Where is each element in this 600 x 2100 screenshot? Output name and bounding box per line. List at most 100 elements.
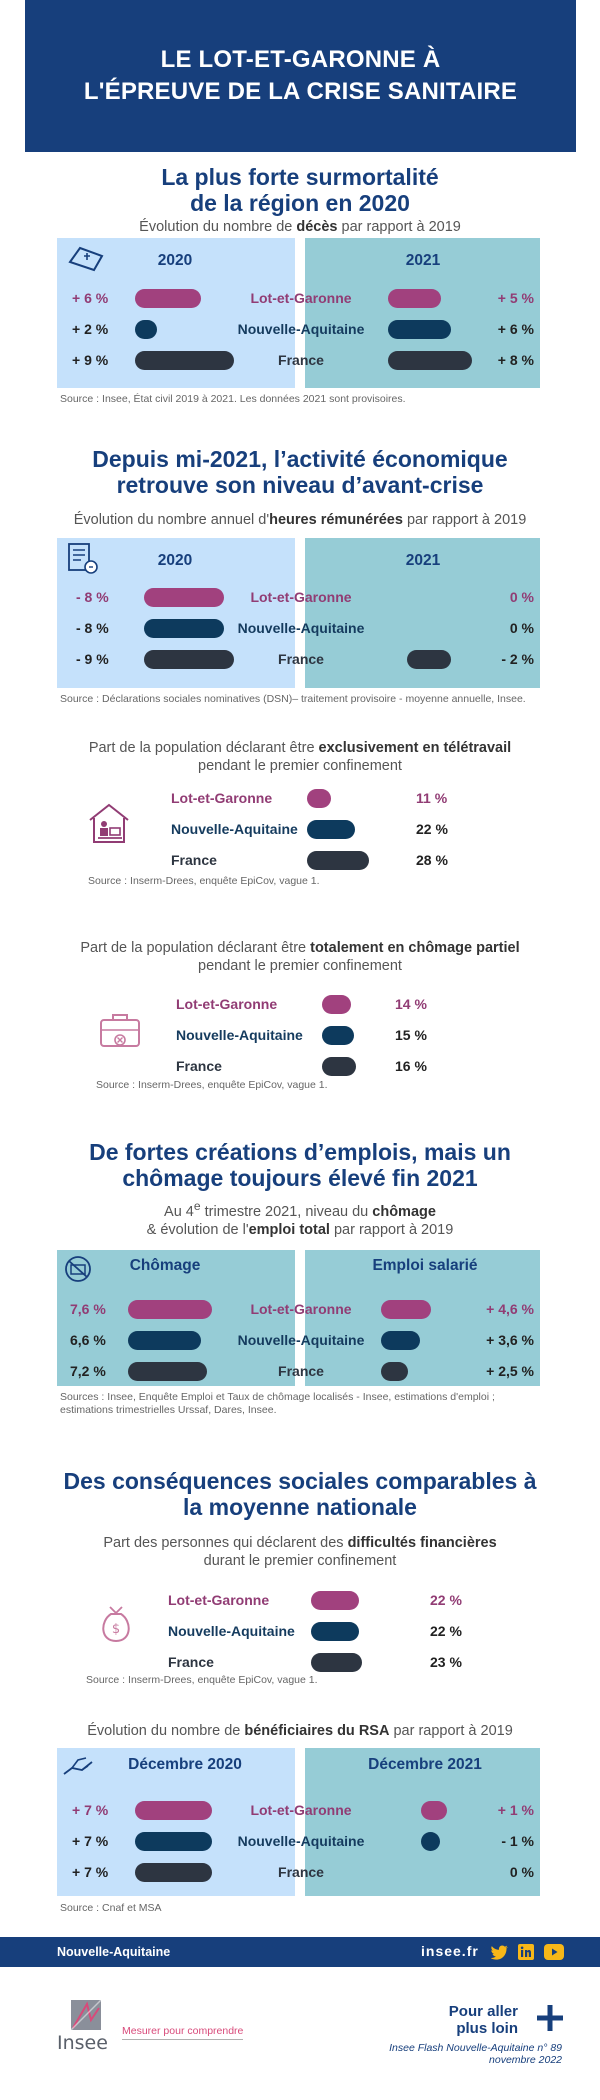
- s7-sub-bold: bénéficiaires du RSA: [244, 1723, 390, 1739]
- s1-lot-et-garonne-left-value: + 6 %: [72, 290, 109, 306]
- s5-subtitle: Au 4e trimestre 2021, niveau du chômage …: [0, 1197, 600, 1239]
- more-info-line2: plus loin: [456, 2020, 518, 2037]
- s1-subtitle: Évolution du nombre de décès par rapport…: [0, 218, 600, 236]
- s1-france-left-value: + 9 %: [72, 352, 109, 368]
- footer-band: Nouvelle-Aquitaine insee.fr: [0, 1937, 600, 1967]
- s2-year-right: 2021: [405, 552, 441, 569]
- s7-nouvelle-aquitaine-left-value: + 7 %: [72, 1833, 109, 1849]
- s5-lot-et-garonne-label: Lot-et-Garonne: [250, 1301, 352, 1317]
- s5-sub-sup: e: [193, 1199, 201, 1213]
- s1-title-line2: de la région en 2020: [190, 190, 410, 216]
- s6-france-value: 23 %: [430, 1654, 462, 1670]
- s1-title-line1: La plus forte surmortalité: [161, 164, 439, 190]
- publication-ref: Insee Flash Nouvelle-Aquitaine n° 89 nov…: [340, 2042, 562, 2066]
- s3-sub-line2: pendant le premier confinement: [198, 758, 402, 774]
- s4-nouvelle-aquitaine-label: Nouvelle-Aquitaine: [176, 1027, 303, 1043]
- s7-france-left-value: + 7 %: [72, 1864, 109, 1880]
- briefcase-icon: [98, 1010, 142, 1050]
- s3-sub-pre: Part de la population déclarant être: [88, 740, 319, 756]
- linkedin-icon[interactable]: [518, 1944, 534, 1960]
- s7-lot-et-garonne-left-bar: [135, 1801, 212, 1820]
- s1-nouvelle-aquitaine-left-value: + 2 %: [72, 321, 109, 337]
- s2-sub-pre: Évolution du nombre annuel d': [73, 512, 270, 528]
- s3-france-label: France: [171, 852, 217, 868]
- s7-sub-post: par rapport à 2019: [389, 1723, 513, 1739]
- plus-icon[interactable]: [535, 2003, 565, 2038]
- s1-year-left: 2020: [157, 252, 193, 269]
- twitter-icon[interactable]: [490, 1944, 509, 1965]
- s6-title: Des conséquences sociales comparables à …: [0, 1468, 600, 1520]
- s1-lot-et-garonne-right-bar: [388, 289, 441, 308]
- s2-nouvelle-aquitaine-left-value: - 8 %: [76, 620, 109, 636]
- s6-source: Source : Inserm-Drees, enquête EpiCov, v…: [86, 1674, 318, 1686]
- s5-lot-et-garonne-right-value: + 4,6 %: [486, 1301, 534, 1317]
- s6-title-line1: Des conséquences sociales comparables à: [63, 1468, 537, 1494]
- s5-col-left: Chômage: [129, 1257, 201, 1274]
- s1-nouvelle-aquitaine-right-value: + 6 %: [497, 321, 534, 337]
- s3-lot-et-garonne-bar: [307, 789, 332, 808]
- s7-lot-et-garonne-left-value: + 7 %: [72, 1802, 109, 1818]
- s6-nouvelle-aquitaine-bar: [311, 1622, 360, 1641]
- s6-lot-et-garonne-label: Lot-et-Garonne: [168, 1592, 270, 1608]
- s7-lot-et-garonne-right-value: + 1 %: [497, 1802, 534, 1818]
- insee-logo[interactable]: Insee: [57, 1999, 113, 2054]
- s7-france-right-value: 0 %: [509, 1864, 534, 1880]
- insee-tagline: Mesurer pour comprendre: [122, 2025, 244, 2040]
- s6-nouvelle-aquitaine-value: 22 %: [430, 1623, 462, 1639]
- s1-year-right: 2021: [405, 252, 441, 269]
- s1-lot-et-garonne-left-bar: [135, 289, 201, 308]
- s1-nouvelle-aquitaine-label: Nouvelle-Aquitaine: [237, 321, 365, 337]
- s2-year-left: 2020: [157, 552, 193, 569]
- footer-site-link[interactable]: insee.fr: [421, 1943, 479, 1959]
- s4-subtitle: Part de la population déclarant être tot…: [0, 939, 600, 975]
- s3-source: Source : Inserm-Drees, enquête EpiCov, v…: [88, 875, 320, 887]
- s4-sub-pre: Part de la population déclarant être: [80, 940, 311, 956]
- s2-title-line1: Depuis mi-2021, l’activité économique: [92, 446, 508, 472]
- s5-title-line1: De fortes créations d’emplois, mais un: [89, 1139, 511, 1165]
- s2-france-right-value: - 2 %: [501, 651, 534, 667]
- s2-lot-et-garonne-label: Lot-et-Garonne: [250, 589, 352, 605]
- s5-france-right-bar: [381, 1362, 408, 1381]
- money-bag-icon: $: [96, 1601, 136, 1645]
- s7-nouvelle-aquitaine-right-value: - 1 %: [501, 1833, 534, 1849]
- s6-subtitle: Part des personnes qui déclarent des dif…: [0, 1534, 600, 1570]
- more-info-link[interactable]: Pour aller plus loin: [438, 2003, 518, 2037]
- s7-sub-pre: Évolution du nombre de: [87, 1723, 245, 1739]
- s6-title-line2: la moyenne nationale: [183, 1494, 417, 1520]
- s4-nouvelle-aquitaine-bar: [322, 1026, 354, 1045]
- s2-subtitle: Évolution du nombre annuel d'heures rému…: [0, 511, 600, 529]
- s7-nouvelle-aquitaine-label: Nouvelle-Aquitaine: [237, 1833, 365, 1849]
- s7-france-left-bar: [135, 1863, 212, 1882]
- s2-france-right-bar: [407, 650, 451, 669]
- s5-source: Sources : Insee, Enquête Emploi et Taux …: [60, 1391, 495, 1417]
- s1-source: Source : Insee, État civil 2019 à 2021. …: [60, 393, 406, 405]
- s2-sub-post: par rapport à 2019: [402, 512, 527, 528]
- s6-lot-et-garonne-bar: [311, 1591, 360, 1610]
- s5-nouvelle-aquitaine-right-bar: [381, 1331, 420, 1350]
- s4-lot-et-garonne-value: 14 %: [395, 996, 427, 1012]
- s2-title-line2: retrouve son niveau d’avant-crise: [116, 472, 484, 498]
- s5-lot-et-garonne-left-bar: [128, 1300, 212, 1319]
- s4-sub-bold: totalement en chômage partiel: [310, 940, 520, 956]
- s6-lot-et-garonne-value: 22 %: [430, 1592, 462, 1608]
- s4-sub-line2: pendant le premier confinement: [198, 958, 402, 974]
- s3-lot-et-garonne-label: Lot-et-Garonne: [171, 790, 273, 806]
- s2-lot-et-garonne-right-value: 0 %: [509, 589, 534, 605]
- s5-lot-et-garonne-left-value: 7,6 %: [70, 1301, 106, 1317]
- s5-france-label: France: [278, 1363, 324, 1379]
- s7-nouvelle-aquitaine-right-bar: [421, 1832, 440, 1851]
- s2-title: Depuis mi-2021, l’activité économique re…: [0, 446, 600, 498]
- s1-lot-et-garonne-right-value: + 5 %: [497, 290, 534, 306]
- youtube-icon[interactable]: [544, 1944, 564, 1960]
- publication-ref-line2: novembre 2022: [489, 2054, 562, 2066]
- publication-ref-line1: Insee Flash Nouvelle-Aquitaine n° 89: [389, 2042, 562, 2054]
- s1-france-right-bar: [388, 351, 472, 370]
- s1-sub-bold: décès: [296, 219, 338, 235]
- s5-col-right: Emploi salarié: [372, 1257, 478, 1274]
- s5-sub2-post: par rapport à 2019: [329, 1221, 454, 1238]
- s1-nouvelle-aquitaine-right-bar: [388, 320, 451, 339]
- s7-nouvelle-aquitaine-left-bar: [135, 1832, 212, 1851]
- s7-col-left: Décembre 2020: [128, 1756, 242, 1773]
- s5-nouvelle-aquitaine-left-bar: [128, 1331, 201, 1350]
- s3-nouvelle-aquitaine-bar: [307, 820, 356, 839]
